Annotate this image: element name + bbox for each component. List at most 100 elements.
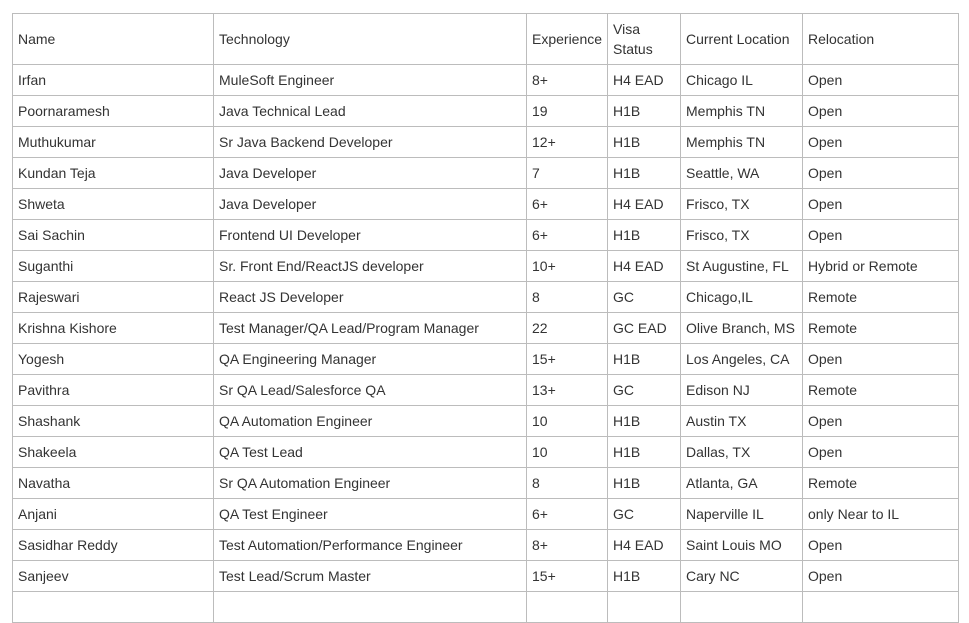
cell-experience: 8+ [526, 529, 608, 561]
table-header: Name Technology Experience Visa Status C… [12, 13, 959, 65]
cell-relocation [802, 591, 959, 623]
cell-technology: Java Developer [213, 188, 527, 220]
cell-current-location: Dallas, TX [680, 436, 803, 468]
cell-relocation: only Near to IL [802, 498, 959, 530]
cell-current-location: Frisco, TX [680, 188, 803, 220]
cell-technology: Sr QA Automation Engineer [213, 467, 527, 499]
cell-relocation: Remote [802, 312, 959, 344]
cell-name [12, 591, 214, 623]
cell-experience: 6+ [526, 498, 608, 530]
cell-technology: QA Engineering Manager [213, 343, 527, 375]
cell-visa-status: H1B [607, 467, 681, 499]
cell-experience: 15+ [526, 560, 608, 592]
header-technology: Technology [213, 13, 527, 65]
cell-technology: Java Developer [213, 157, 527, 189]
cell-current-location: Austin TX [680, 405, 803, 437]
cell-technology: MuleSoft Engineer [213, 64, 527, 96]
table-row: Poornaramesh Java Technical Lead 19 H1B Memp… [12, 95, 959, 127]
cell-current-location: Memphis TN [680, 126, 803, 158]
cell-relocation: Open [802, 126, 959, 158]
cell-technology: Sr. Front End/ReactJS developer [213, 250, 527, 282]
cell-relocation: Remote [802, 467, 959, 499]
table-row: Krishna Kishore Test Manager/QA Lead/Prog… [12, 312, 959, 344]
cell-experience: 10+ [526, 250, 608, 282]
table-row: Sai Sachin Frontend UI Developer 6+ H1B Fris… [12, 219, 959, 251]
table-row: Shweta Java Developer 6+ H4 EAD Frisco, TX Op… [12, 188, 959, 220]
table-row: Sasidhar Reddy Test Automation/Performanc… [12, 529, 959, 561]
cell-current-location: Naperville IL [680, 498, 803, 530]
cell-visa-status: H1B [607, 157, 681, 189]
cell-relocation: Open [802, 343, 959, 375]
cell-experience: 8+ [526, 64, 608, 96]
cell-visa-status: GC [607, 281, 681, 313]
cell-name: Irfan [12, 64, 214, 96]
cell-experience: 7 [526, 157, 608, 189]
cell-name: Navatha [12, 467, 214, 499]
header-row: Name Technology Experience Visa Status C… [12, 13, 959, 65]
cell-visa-status: H1B [607, 405, 681, 437]
cell-visa-status: GC [607, 498, 681, 530]
candidates-table: Name Technology Experience Visa Status C… [12, 13, 959, 623]
cell-relocation: Open [802, 157, 959, 189]
cell-relocation: Open [802, 405, 959, 437]
table-row: Rajeswari React JS Developer 8 GC Chicago,IL… [12, 281, 959, 313]
cell-technology: Test Lead/Scrum Master [213, 560, 527, 592]
cell-name: Shweta [12, 188, 214, 220]
cell-technology: Frontend UI Developer [213, 219, 527, 251]
cell-visa-status: H1B [607, 343, 681, 375]
cell-visa-status: H1B [607, 436, 681, 468]
cell-experience: 8 [526, 467, 608, 499]
cell-name: Yogesh [12, 343, 214, 375]
cell-current-location: St Augustine, FL [680, 250, 803, 282]
cell-experience: 22 [526, 312, 608, 344]
cell-name: Sanjeev [12, 560, 214, 592]
cell-current-location: Cary NC [680, 560, 803, 592]
table-row: Muthukumar Sr Java Backend Developer 12+ H1… [12, 126, 959, 158]
header-current-location: Current Location [680, 13, 803, 65]
cell-relocation: Hybrid or Remote [802, 250, 959, 282]
candidates-table-container: Name Technology Experience Visa Status C… [12, 13, 959, 623]
cell-relocation: Remote [802, 374, 959, 406]
cell-current-location: Edison NJ [680, 374, 803, 406]
table-row: Sanjeev Test Lead/Scrum Master 15+ H1B Cary … [12, 560, 959, 592]
cell-relocation: Open [802, 188, 959, 220]
cell-current-location: Frisco, TX [680, 219, 803, 251]
cell-visa-status: H4 EAD [607, 250, 681, 282]
cell-experience: 8 [526, 281, 608, 313]
cell-relocation: Open [802, 95, 959, 127]
cell-visa-status: H1B [607, 560, 681, 592]
cell-name: Kundan Teja [12, 157, 214, 189]
cell-current-location: Olive Branch, MS [680, 312, 803, 344]
table-row: Irfan MuleSoft Engineer 8+ H4 EAD Chicago IL… [12, 64, 959, 96]
cell-relocation: Remote [802, 281, 959, 313]
table-row: Navatha Sr QA Automation Engineer 8 H1B Atla… [12, 467, 959, 499]
cell-name: Poornaramesh [12, 95, 214, 127]
cell-relocation: Open [802, 529, 959, 561]
cell-technology: QA Test Lead [213, 436, 527, 468]
cell-name: Muthukumar [12, 126, 214, 158]
cell-technology: Sr QA Lead/Salesforce QA [213, 374, 527, 406]
cell-relocation: Open [802, 436, 959, 468]
cell-experience: 10 [526, 405, 608, 437]
cell-technology: React JS Developer [213, 281, 527, 313]
cell-visa-status: H1B [607, 95, 681, 127]
cell-technology [213, 591, 527, 623]
cell-name: Shashank [12, 405, 214, 437]
cell-name: Rajeswari [12, 281, 214, 313]
table-body: Irfan MuleSoft Engineer 8+ H4 EAD Chicago IL… [12, 64, 959, 623]
table-row: Shashank QA Automation Engineer 10 H1B Austi… [12, 405, 959, 437]
table-row [12, 591, 959, 623]
table-row: Kundan Teja Java Developer 7 H1B Seattle, WA… [12, 157, 959, 189]
cell-relocation: Open [802, 560, 959, 592]
table-row: Suganthi Sr. Front End/ReactJS developer 1… [12, 250, 959, 282]
table-row: Anjani QA Test Engineer 6+ GC Naperville IL o… [12, 498, 959, 530]
cell-experience: 13+ [526, 374, 608, 406]
cell-experience: 15+ [526, 343, 608, 375]
cell-current-location: Los Angeles, CA [680, 343, 803, 375]
header-name: Name [12, 13, 214, 65]
cell-current-location: Chicago IL [680, 64, 803, 96]
cell-visa-status: H4 EAD [607, 529, 681, 561]
cell-visa-status [607, 591, 681, 623]
table-row: Pavithra Sr QA Lead/Salesforce QA 13+ GC Edi… [12, 374, 959, 406]
cell-current-location: Chicago,IL [680, 281, 803, 313]
